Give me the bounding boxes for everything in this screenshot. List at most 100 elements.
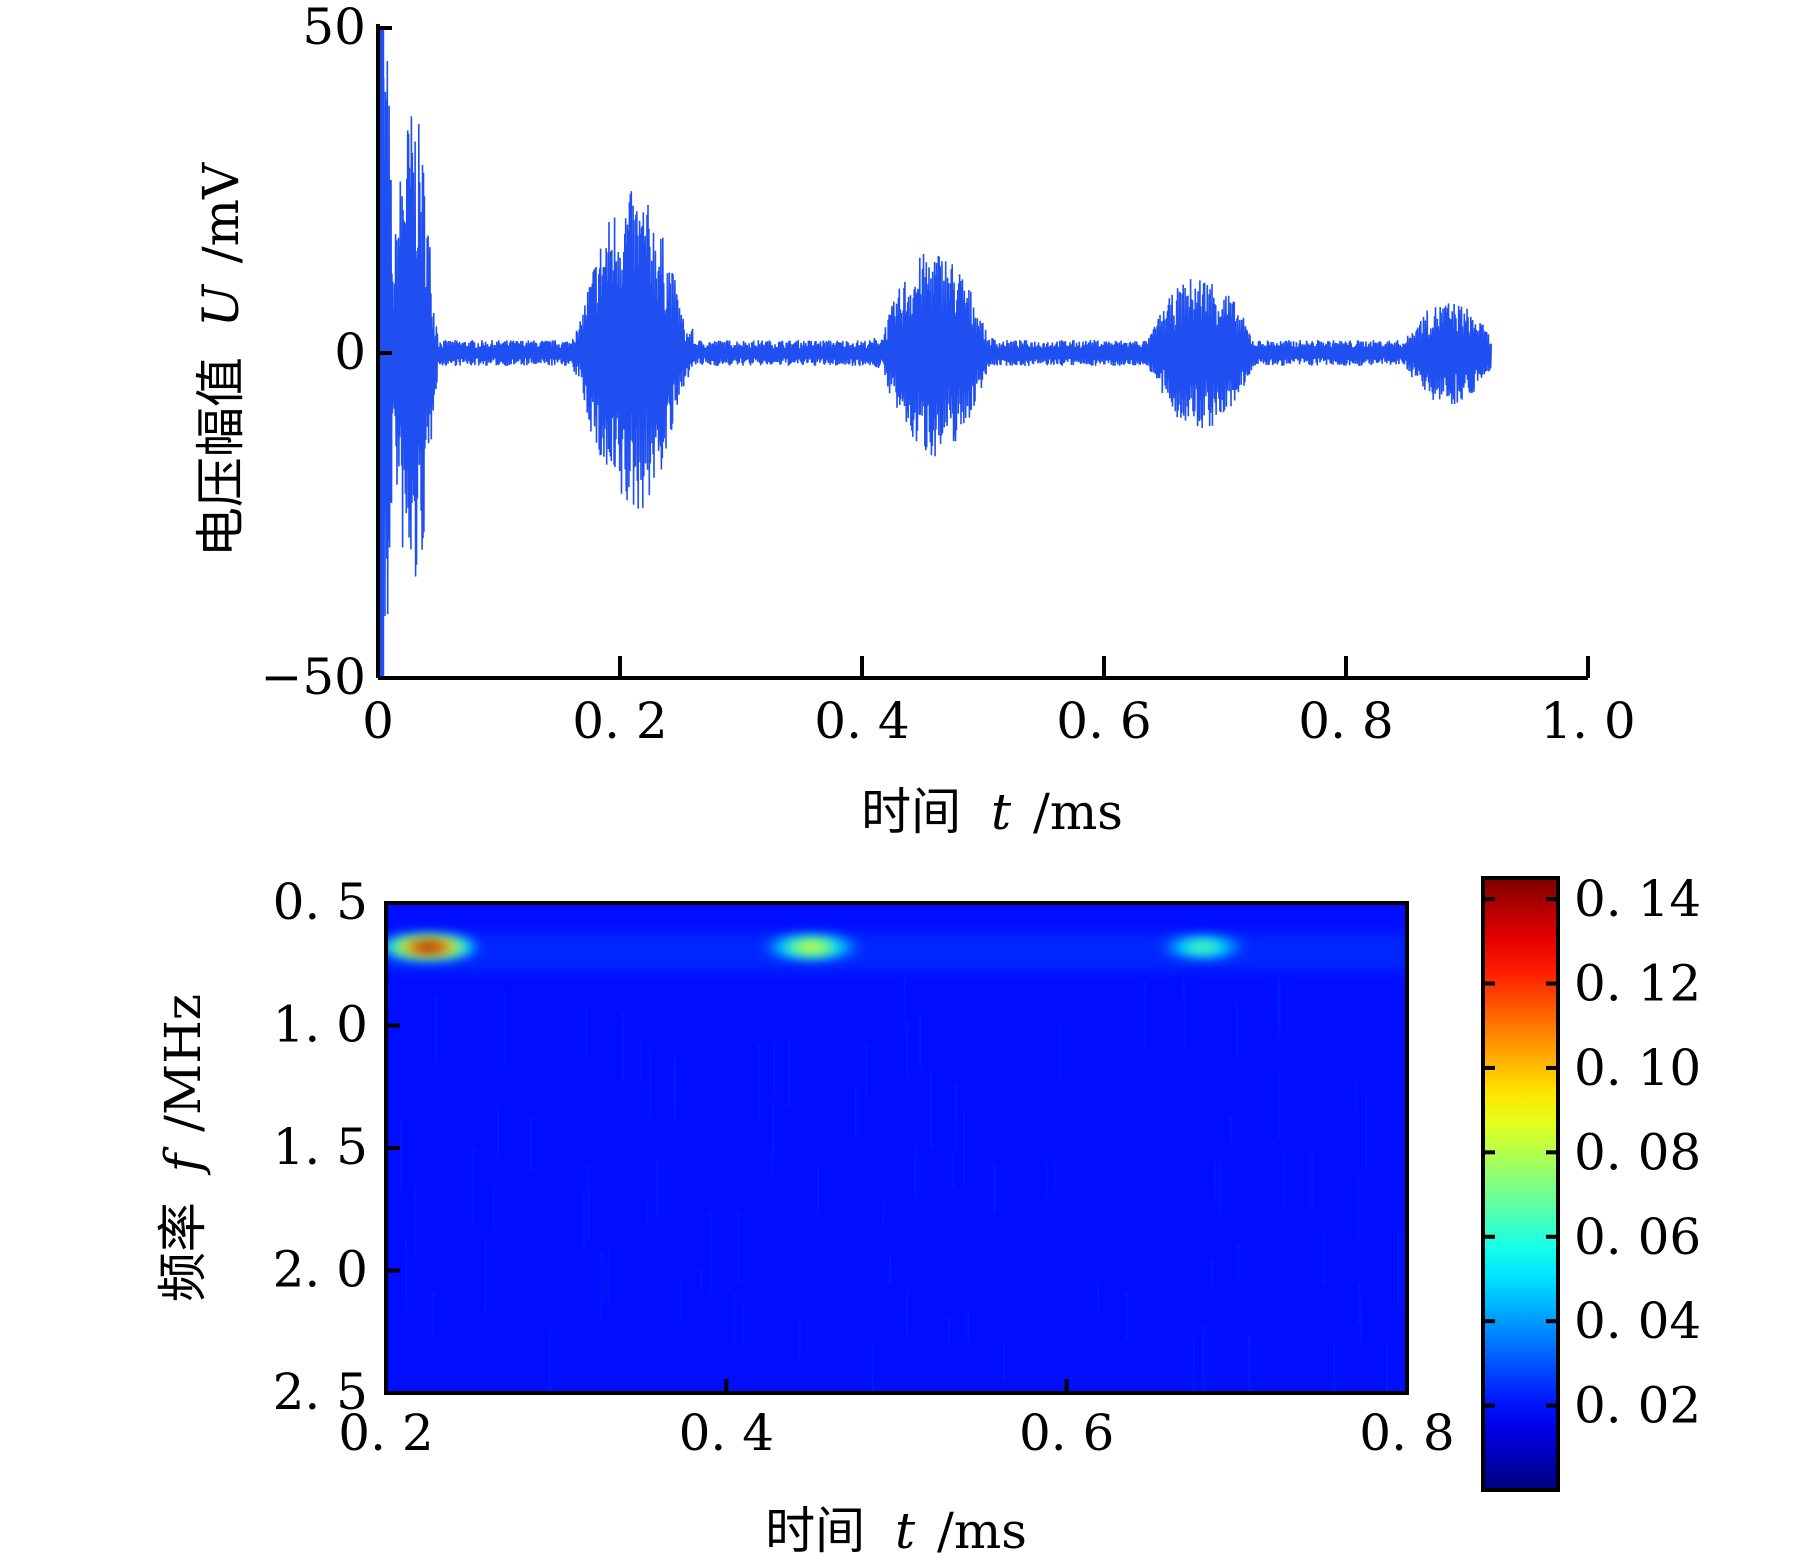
spectrogram-streak [649,1050,652,1119]
waveform-y-ticks: −50 0 50 [260,0,392,706]
spectrogram-streak [906,1290,909,1337]
spectrogram-streak [1219,1158,1222,1213]
spectrogram-streak [967,1311,970,1340]
spectrogram-streak [1311,1150,1314,1211]
spectrogram-streak [413,1182,416,1256]
spectrogram-streak [639,1038,642,1081]
spectrogram-streak [504,991,507,1066]
spectrogram-streak [1359,1300,1362,1344]
waveform-y-tick-label: 0 [334,323,366,381]
spectrogram-chart: 0. 2 0. 4 0. 6 0. 8 0. 5 1. 0 1. 5 2. 0 2. 5 时间… [154,870,1701,1560]
waveform-x-tick-label: 0. 2 [572,692,667,750]
waveform-series [377,28,1492,678]
spectrogram-streak [529,1116,532,1172]
spectrogram-streak [432,1292,435,1338]
spectrogram-streak [772,1103,775,1154]
spectrogram-streak [919,1012,922,1069]
spectrogram-streak [1058,1027,1061,1081]
spectrogram-streak [472,1147,475,1226]
spectrogram-streak [1283,1154,1286,1205]
spectrogram-streak [1278,976,1281,1037]
colorbar-tick-label: 0. 06 [1574,1208,1701,1266]
spectrogram-y-tick-label: 2. 0 [273,1241,368,1299]
spectrogram-band [386,932,1407,972]
spectrogram-streak [903,976,906,1028]
spectrogram-x-label-sym: t [895,1502,916,1560]
spectrogram-y-tick-label: 0. 5 [273,873,368,931]
spectrogram-streak [674,1063,677,1102]
waveform-x-tick-label: 0. 4 [814,692,909,750]
spectrogram-streak [798,1316,801,1358]
spectrogram-x-label-cn: 时间 [765,1502,865,1560]
colorbar-tick-label: 0. 08 [1574,1123,1701,1181]
spectrogram-hotspot [795,943,828,952]
spectrogram-y-tick-label: 1. 0 [273,996,368,1054]
spectrogram-x-tick-label: 0. 4 [679,1404,774,1462]
spectrogram-streak [1365,1094,1368,1169]
spectrogram-streak [993,1162,996,1213]
spectrogram-streak [587,1164,590,1240]
waveform-y-label-sym: U [192,283,250,327]
spectrogram-streak [1182,978,1185,1000]
waveform-y-label-cn: 电压幅值 [192,357,250,557]
spectrogram-hotspots [386,935,1251,960]
spectrogram-streak [948,1316,951,1343]
spectrogram-streak [772,1040,775,1096]
spectrogram-streak [1277,982,1280,1023]
spectrogram-streak [1248,1334,1251,1393]
spectrogram-streak [952,1152,955,1187]
spectrogram-streak [1357,1178,1360,1240]
spectrogram-background [386,903,1407,1393]
waveform-x-label-cn: 时间 [861,783,961,841]
spectrogram-streak [608,1246,611,1303]
spectrogram-plot-area [386,903,1407,1393]
waveform-y-axis-label: 电压幅值 U /mV [192,162,250,557]
spectrogram-streak [1237,1243,1240,1278]
spectrogram-y-axis-label: 频率 f /MHz [154,994,212,1302]
spectrogram-streak [737,1212,740,1283]
spectrogram-streak [434,995,437,1066]
waveform-x-ticks: 0 0. 2 0. 4 0. 6 0. 8 1. 0 [362,656,1636,750]
spectrogram-y-tick-label: 1. 5 [273,1118,368,1176]
spectrogram-streak [646,1202,649,1225]
waveform-x-tick-label: 1. 0 [1540,692,1635,750]
spectrogram-streak [604,1260,607,1304]
waveform-line [377,61,1492,617]
colorbar-tick-label: 0. 14 [1574,870,1701,928]
spectrogram-streak [484,1240,487,1311]
spectrogram-streak [1192,1337,1195,1390]
colorbar-tick-label: 0. 04 [1574,1292,1701,1350]
spectrogram-y-label-unit: /MHz [154,994,212,1132]
spectrogram-streak [1202,1324,1205,1389]
spectrogram-streak [1125,1292,1128,1342]
spectrogram-streak [865,1044,868,1099]
spectrogram-streak [1045,1161,1048,1200]
spectrogram-streak [1333,1343,1336,1389]
colorbar-tick-label: 0. 02 [1574,1377,1701,1435]
spectrogram-streak [1053,1158,1056,1193]
spectrogram-streak [1397,1229,1400,1307]
spectrogram-streak [709,1211,712,1291]
spectrogram-streak [656,1159,659,1217]
spectrogram-streak [497,1105,500,1159]
spectrogram-streak [954,1085,957,1154]
waveform-y-label-unit: /mV [192,162,250,263]
waveform-x-tick-label: 0. 6 [1056,692,1151,750]
spectrogram-streak [914,1148,917,1197]
spectrogram-y-label-sym: f [154,1146,212,1176]
colorbar-gradient [1483,878,1558,1490]
spectrogram-streak [1277,1072,1280,1139]
colorbar-tick-label: 0. 10 [1574,1039,1701,1097]
spectrogram-streak [882,1202,885,1223]
colorbar-frame [1481,876,1560,1492]
spectrogram-streak [770,1150,773,1177]
waveform-x-label-unit: /ms [1033,783,1123,841]
colorbar-tick-label: 0. 12 [1574,955,1701,1013]
spectrogram-streak [583,1188,586,1251]
waveform-x-label-sym: t [991,783,1012,841]
spectrogram-streak [585,1006,588,1059]
spectrogram-streak [680,1280,683,1323]
